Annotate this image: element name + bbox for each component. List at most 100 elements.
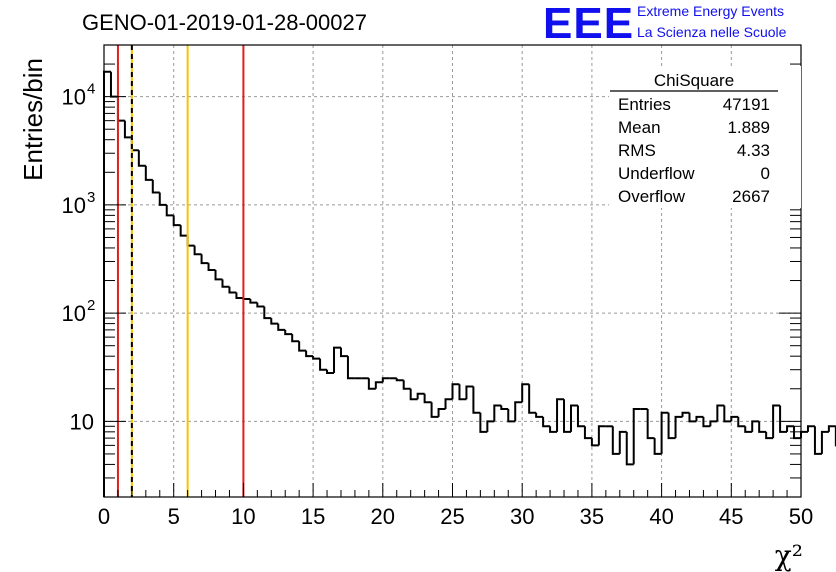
stats-label: Overflow — [618, 187, 686, 206]
histogram-bin — [597, 425, 606, 446]
histogram-bin — [500, 405, 509, 411]
x-tick-label: 40 — [649, 504, 673, 529]
histogram-bin — [820, 430, 829, 454]
histogram-bin — [535, 412, 544, 418]
histogram-bin — [681, 411, 690, 417]
histogram-bin — [542, 416, 551, 428]
histogram-bin — [507, 409, 516, 423]
histogram-bin — [381, 377, 390, 383]
histogram-bin — [235, 292, 244, 299]
histogram-bin — [430, 402, 439, 418]
histogram-bin — [193, 245, 202, 256]
x-tick-label: 50 — [789, 504, 813, 529]
histogram-bin — [674, 415, 683, 439]
histogram-bin — [751, 420, 760, 432]
histogram-bin — [263, 306, 272, 320]
histogram-bin — [416, 392, 425, 400]
histogram-bin — [653, 438, 662, 455]
histogram-bin — [437, 408, 446, 417]
histogram-bin — [165, 204, 174, 217]
histogram-bin — [137, 150, 146, 167]
histogram-bin — [472, 386, 481, 414]
stats-label: Underflow — [618, 164, 695, 183]
histogram-bin — [395, 378, 404, 382]
stats-title: ChiSquare — [654, 71, 734, 90]
histogram-bin — [277, 323, 286, 331]
histogram-bin — [207, 263, 216, 272]
histogram-bin — [709, 420, 718, 427]
histogram-bin — [772, 404, 781, 439]
histogram-bin — [458, 384, 467, 401]
x-tick-label: 45 — [719, 504, 743, 529]
histogram-bin — [326, 369, 335, 374]
x-tick-label: 30 — [510, 504, 534, 529]
histogram-bin — [723, 405, 732, 423]
histogram-bin — [151, 179, 160, 194]
y-axis-label: Entries/bin — [18, 58, 48, 181]
y-tick-label: 10 — [70, 409, 94, 434]
histogram-bin — [549, 426, 558, 433]
x-tick-label: 15 — [301, 504, 325, 529]
histogram-bin — [186, 235, 195, 247]
histogram-bin — [618, 430, 627, 454]
stats-rows: Entries 47191 Mean 1.889 RMS 4.33 Underflow 0 Ov… — [618, 95, 770, 206]
histogram-bin — [409, 388, 418, 401]
x-tick-label: 25 — [440, 504, 464, 529]
histogram-bin — [214, 270, 223, 281]
histogram-bin — [444, 398, 453, 410]
stats-label: Entries — [618, 95, 671, 114]
y-tick-exponent: 3 — [87, 189, 95, 206]
x-tick-label: 10 — [231, 504, 255, 529]
y-tick-label: 10 — [62, 85, 86, 110]
histogram-bin — [514, 401, 523, 422]
histogram-bin — [786, 425, 795, 432]
histogram-bin — [590, 438, 599, 447]
histogram-bin — [367, 378, 376, 390]
histogram-bin — [716, 404, 725, 422]
histogram-bin — [702, 416, 711, 428]
histogram-bin — [611, 426, 620, 455]
histogram-bin — [493, 404, 502, 422]
y-tick-label: 10 — [62, 301, 86, 326]
histogram-bin — [200, 254, 209, 265]
eee-logo: EEE — [543, 0, 635, 48]
histogram-bin — [305, 350, 314, 358]
histogram-bin — [521, 383, 530, 403]
histogram-bin — [402, 380, 411, 390]
histogram-bin — [221, 279, 230, 288]
histogram-bin — [291, 334, 300, 343]
histogram-bin — [528, 384, 537, 414]
stats-value: 2667 — [732, 187, 770, 206]
histogram-bin — [312, 356, 321, 360]
histogram-bin — [667, 412, 676, 440]
histogram-bin — [346, 356, 355, 380]
histogram-bin — [660, 411, 669, 454]
histogram-bin — [333, 346, 341, 373]
stats-label: RMS — [618, 141, 656, 160]
histogram-bin — [172, 215, 181, 227]
histogram-bin — [158, 192, 167, 206]
histogram-bin — [179, 225, 188, 237]
histogram-bin — [319, 358, 328, 371]
x-tick-label: 20 — [371, 504, 395, 529]
histogram-bin — [813, 426, 822, 455]
histogram-bin — [109, 71, 118, 98]
histogram-bin — [256, 302, 265, 308]
x-tick-label: 35 — [580, 504, 604, 529]
histogram-bin — [583, 426, 592, 440]
histogram-bin — [576, 405, 585, 428]
chart-title: GENO-01-2019-01-28-00027 — [82, 10, 367, 35]
histogram-bin — [800, 430, 808, 439]
histogram-bin — [695, 415, 704, 422]
histogram-bin — [298, 341, 307, 352]
histogram-bin — [625, 431, 634, 466]
y-tick-exponent: 4 — [87, 81, 95, 98]
histogram-bin — [284, 329, 293, 336]
histogram-bin — [758, 421, 767, 433]
histogram-bin — [423, 393, 432, 404]
histogram-bin — [569, 404, 578, 432]
stats-value: 0 — [761, 164, 770, 183]
histogram-bin — [779, 405, 788, 433]
